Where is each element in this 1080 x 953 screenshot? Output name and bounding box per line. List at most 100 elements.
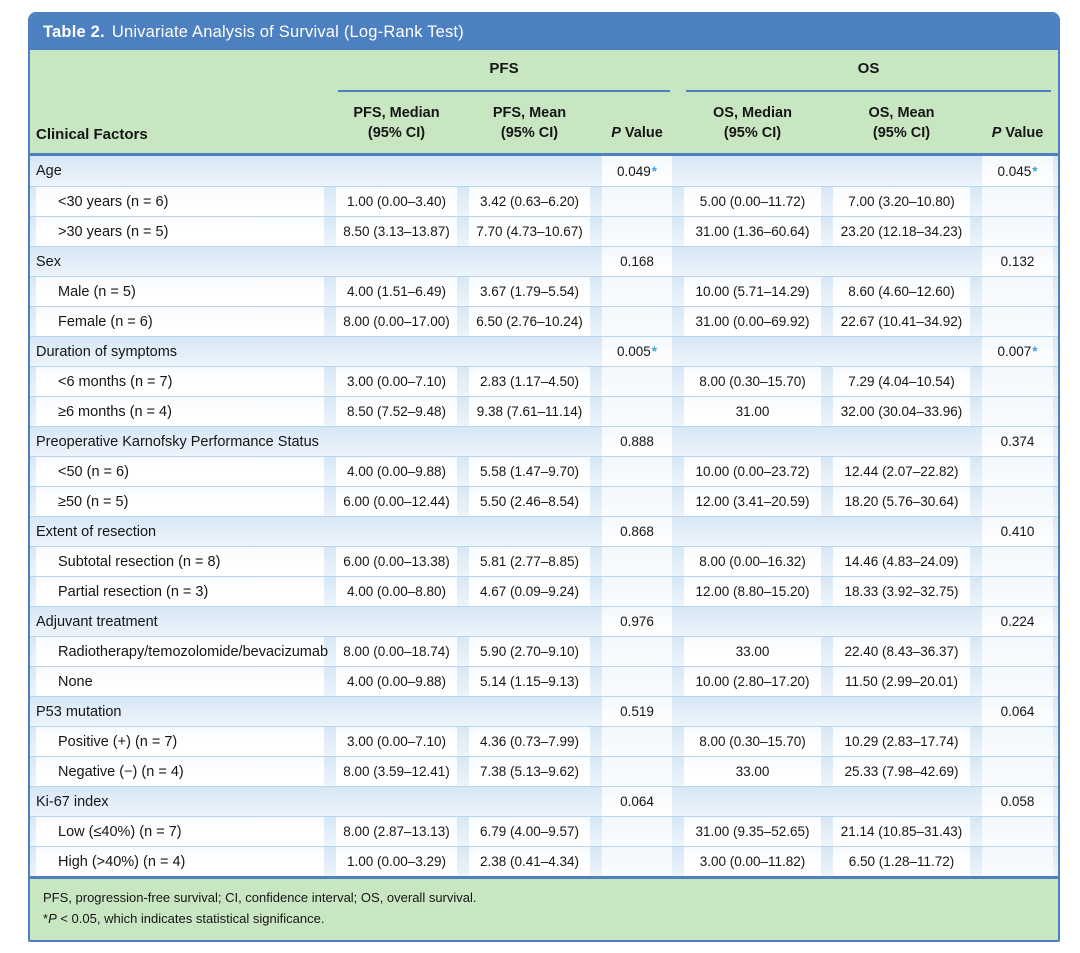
- table-row: P53 mutation 0.519 0.064: [30, 696, 1058, 727]
- os-mean-cell: 12.44 (2.07–22.82): [833, 457, 970, 487]
- factor-cell: <30 years (n = 6): [36, 187, 324, 217]
- table-row: <50 (n = 6) 4.00 (0.00–9.88) 5.58 (1.47–…: [30, 456, 1058, 487]
- os-median-cell: [684, 787, 821, 816]
- os-pvalue-cell: 0.045 *: [982, 156, 1053, 187]
- significance-star: *: [651, 344, 658, 360]
- pfs-mean-cell: 5.50 (2.46–8.54): [469, 487, 590, 517]
- pfs-pvalue-cell: 0.519: [602, 697, 672, 727]
- table-row: <6 months (n = 7) 3.00 (0.00–7.10) 2.83 …: [30, 366, 1058, 397]
- table-row: Female (n = 6) 8.00 (0.00–17.00) 6.50 (2…: [30, 306, 1058, 337]
- factor-label: Positive (+) (n = 7): [58, 733, 178, 750]
- factor-cell: ≥6 months (n = 4): [36, 397, 324, 427]
- pfs-mean-cell: 3.42 (0.63–6.20): [469, 187, 590, 217]
- factor-cell: Adjuvant treatment: [36, 607, 324, 636]
- factor-cell: Extent of resection: [36, 517, 324, 546]
- pfs-mean-cell: [469, 607, 590, 636]
- p-rest: Value: [1001, 124, 1044, 141]
- table-row: Sex 0.168 0.132: [30, 246, 1058, 277]
- significance-star: *: [1032, 344, 1038, 360]
- os-median-cell: 8.00 (0.30–15.70): [684, 367, 821, 397]
- pfs-mean-cell: 2.38 (0.41–4.34): [469, 847, 590, 877]
- column-header-pfs-pvalue: P Value: [602, 124, 672, 144]
- factor-label: Age: [36, 163, 62, 180]
- table-row: Extent of resection 0.868 0.410: [30, 516, 1058, 547]
- table-row: Duration of symptoms 0.005 * 0.007 *: [30, 336, 1058, 367]
- table-row: Preoperative Karnofsky Performance Statu…: [30, 426, 1058, 457]
- group-header-row: PFS OS: [30, 60, 1058, 96]
- os-mean-cell: [833, 607, 970, 636]
- table-row: High (>40%) (n = 4) 1.00 (0.00–3.29) 2.3…: [30, 846, 1058, 877]
- factor-label: P53 mutation: [36, 703, 122, 720]
- pfs-mean-cell: 2.83 (1.17–4.50): [469, 367, 590, 397]
- pfs-pvalue-cell: [602, 397, 672, 427]
- pfs-median-cell: [336, 517, 457, 546]
- column-header-os-pvalue: P Value: [982, 124, 1053, 144]
- factor-cell: ≥50 (n = 5): [36, 487, 324, 517]
- os-median-cell: [684, 156, 821, 186]
- os-pvalue-cell: 0.374: [982, 427, 1053, 457]
- pfs-pvalue-cell: [602, 757, 672, 787]
- p-italic: P: [611, 124, 621, 141]
- factor-label: ≥50 (n = 5): [58, 493, 129, 510]
- significance-star: *: [651, 163, 658, 179]
- table-row: Negative (−) (n = 4) 8.00 (3.59–12.41) 7…: [30, 756, 1058, 787]
- factor-cell: <6 months (n = 7): [36, 367, 324, 397]
- factor-cell: P53 mutation: [36, 697, 324, 726]
- pfs-median-cell: 4.00 (0.00–9.88): [336, 457, 457, 487]
- os-median-cell: [684, 427, 821, 456]
- table-footnotes: PFS, progression-free survival; CI, conf…: [30, 879, 1058, 941]
- table-panel: Table 2. Univariate Analysis of Survival…: [28, 12, 1060, 943]
- os-mean-cell: [833, 247, 970, 276]
- os-mean-cell: 22.40 (8.43–36.37): [833, 637, 970, 667]
- factor-label: Extent of resection: [36, 523, 157, 540]
- os-pvalue-cell: [982, 577, 1053, 607]
- os-mean-cell: [833, 427, 970, 456]
- os-pvalue-cell: 0.410: [982, 517, 1053, 547]
- pfs-median-cell: 8.00 (3.59–12.41): [336, 757, 457, 787]
- pfs-group-header: PFS: [338, 60, 670, 92]
- factor-label: Subtotal resection (n = 8): [58, 553, 221, 570]
- pfs-pvalue-cell: 0.049 *: [602, 156, 672, 187]
- p-rest: Value: [620, 124, 663, 141]
- os-mean-cell: 23.20 (12.18–34.23): [833, 217, 970, 247]
- table-row: Ki-67 index 0.064 0.058: [30, 786, 1058, 817]
- factor-label: Male (n = 5): [58, 283, 136, 300]
- pfs-mean-cell: [469, 517, 590, 546]
- column-header-line2: (95% CI): [872, 124, 931, 141]
- table-row: Age 0.049 * 0.045 *: [30, 156, 1058, 187]
- footnote-significance: *P < 0.05, which indicates statistical s…: [43, 908, 1045, 929]
- os-median-cell: 10.00 (0.00–23.72): [684, 457, 821, 487]
- pfs-mean-cell: [469, 787, 590, 816]
- os-pvalue-cell: [982, 757, 1053, 787]
- os-pvalue-cell: [982, 847, 1053, 877]
- factor-label: Radiotherapy/temozolomide/bevacizumab: [58, 643, 329, 660]
- os-pvalue-cell: [982, 367, 1053, 397]
- pfs-pvalue-cell: 0.868: [602, 517, 672, 547]
- footnote-abbreviations: PFS, progression-free survival; CI, conf…: [43, 890, 477, 906]
- os-pvalue-cell: [982, 637, 1053, 667]
- factor-cell: <50 (n = 6): [36, 457, 324, 487]
- footnote-significance-text: < 0.05, which indicates statistical sign…: [56, 911, 325, 927]
- pfs-median-cell: 8.00 (0.00–17.00): [336, 307, 457, 337]
- table-row: Male (n = 5) 4.00 (1.51–6.49) 3.67 (1.79…: [30, 276, 1058, 307]
- os-median-cell: 8.00 (0.30–15.70): [684, 727, 821, 757]
- factor-cell: Radiotherapy/temozolomide/bevacizumab: [36, 637, 328, 667]
- factor-cell: Preoperative Karnofsky Performance Statu…: [36, 427, 324, 456]
- p-italic: P: [991, 124, 1002, 141]
- factor-label: None: [58, 673, 93, 690]
- pfs-mean-cell: 6.50 (2.76–10.24): [469, 307, 590, 337]
- pfs-mean-cell: 6.79 (4.00–9.57): [469, 817, 590, 847]
- os-mean-cell: 6.50 (1.28–11.72): [833, 847, 970, 877]
- pfs-pvalue-cell: 0.064: [602, 787, 672, 817]
- footnote-p-italic: P: [48, 911, 57, 927]
- pfs-pvalue-cell: [602, 217, 672, 247]
- pfs-pvalue-cell: [602, 667, 672, 697]
- os-pvalue-cell: [982, 397, 1053, 427]
- table-header: PFS OS Clinical Factors PFS, Median (95%…: [30, 50, 1058, 154]
- pfs-median-cell: 8.50 (7.52–9.48): [336, 397, 457, 427]
- table-row: Positive (+) (n = 7) 3.00 (0.00–7.10) 4.…: [30, 726, 1058, 757]
- os-median-cell: 33.00: [684, 757, 821, 787]
- factor-label: Preoperative Karnofsky Performance Statu…: [36, 433, 319, 450]
- pfs-median-cell: [336, 697, 457, 726]
- pfs-median-cell: 1.00 (0.00–3.40): [336, 187, 457, 217]
